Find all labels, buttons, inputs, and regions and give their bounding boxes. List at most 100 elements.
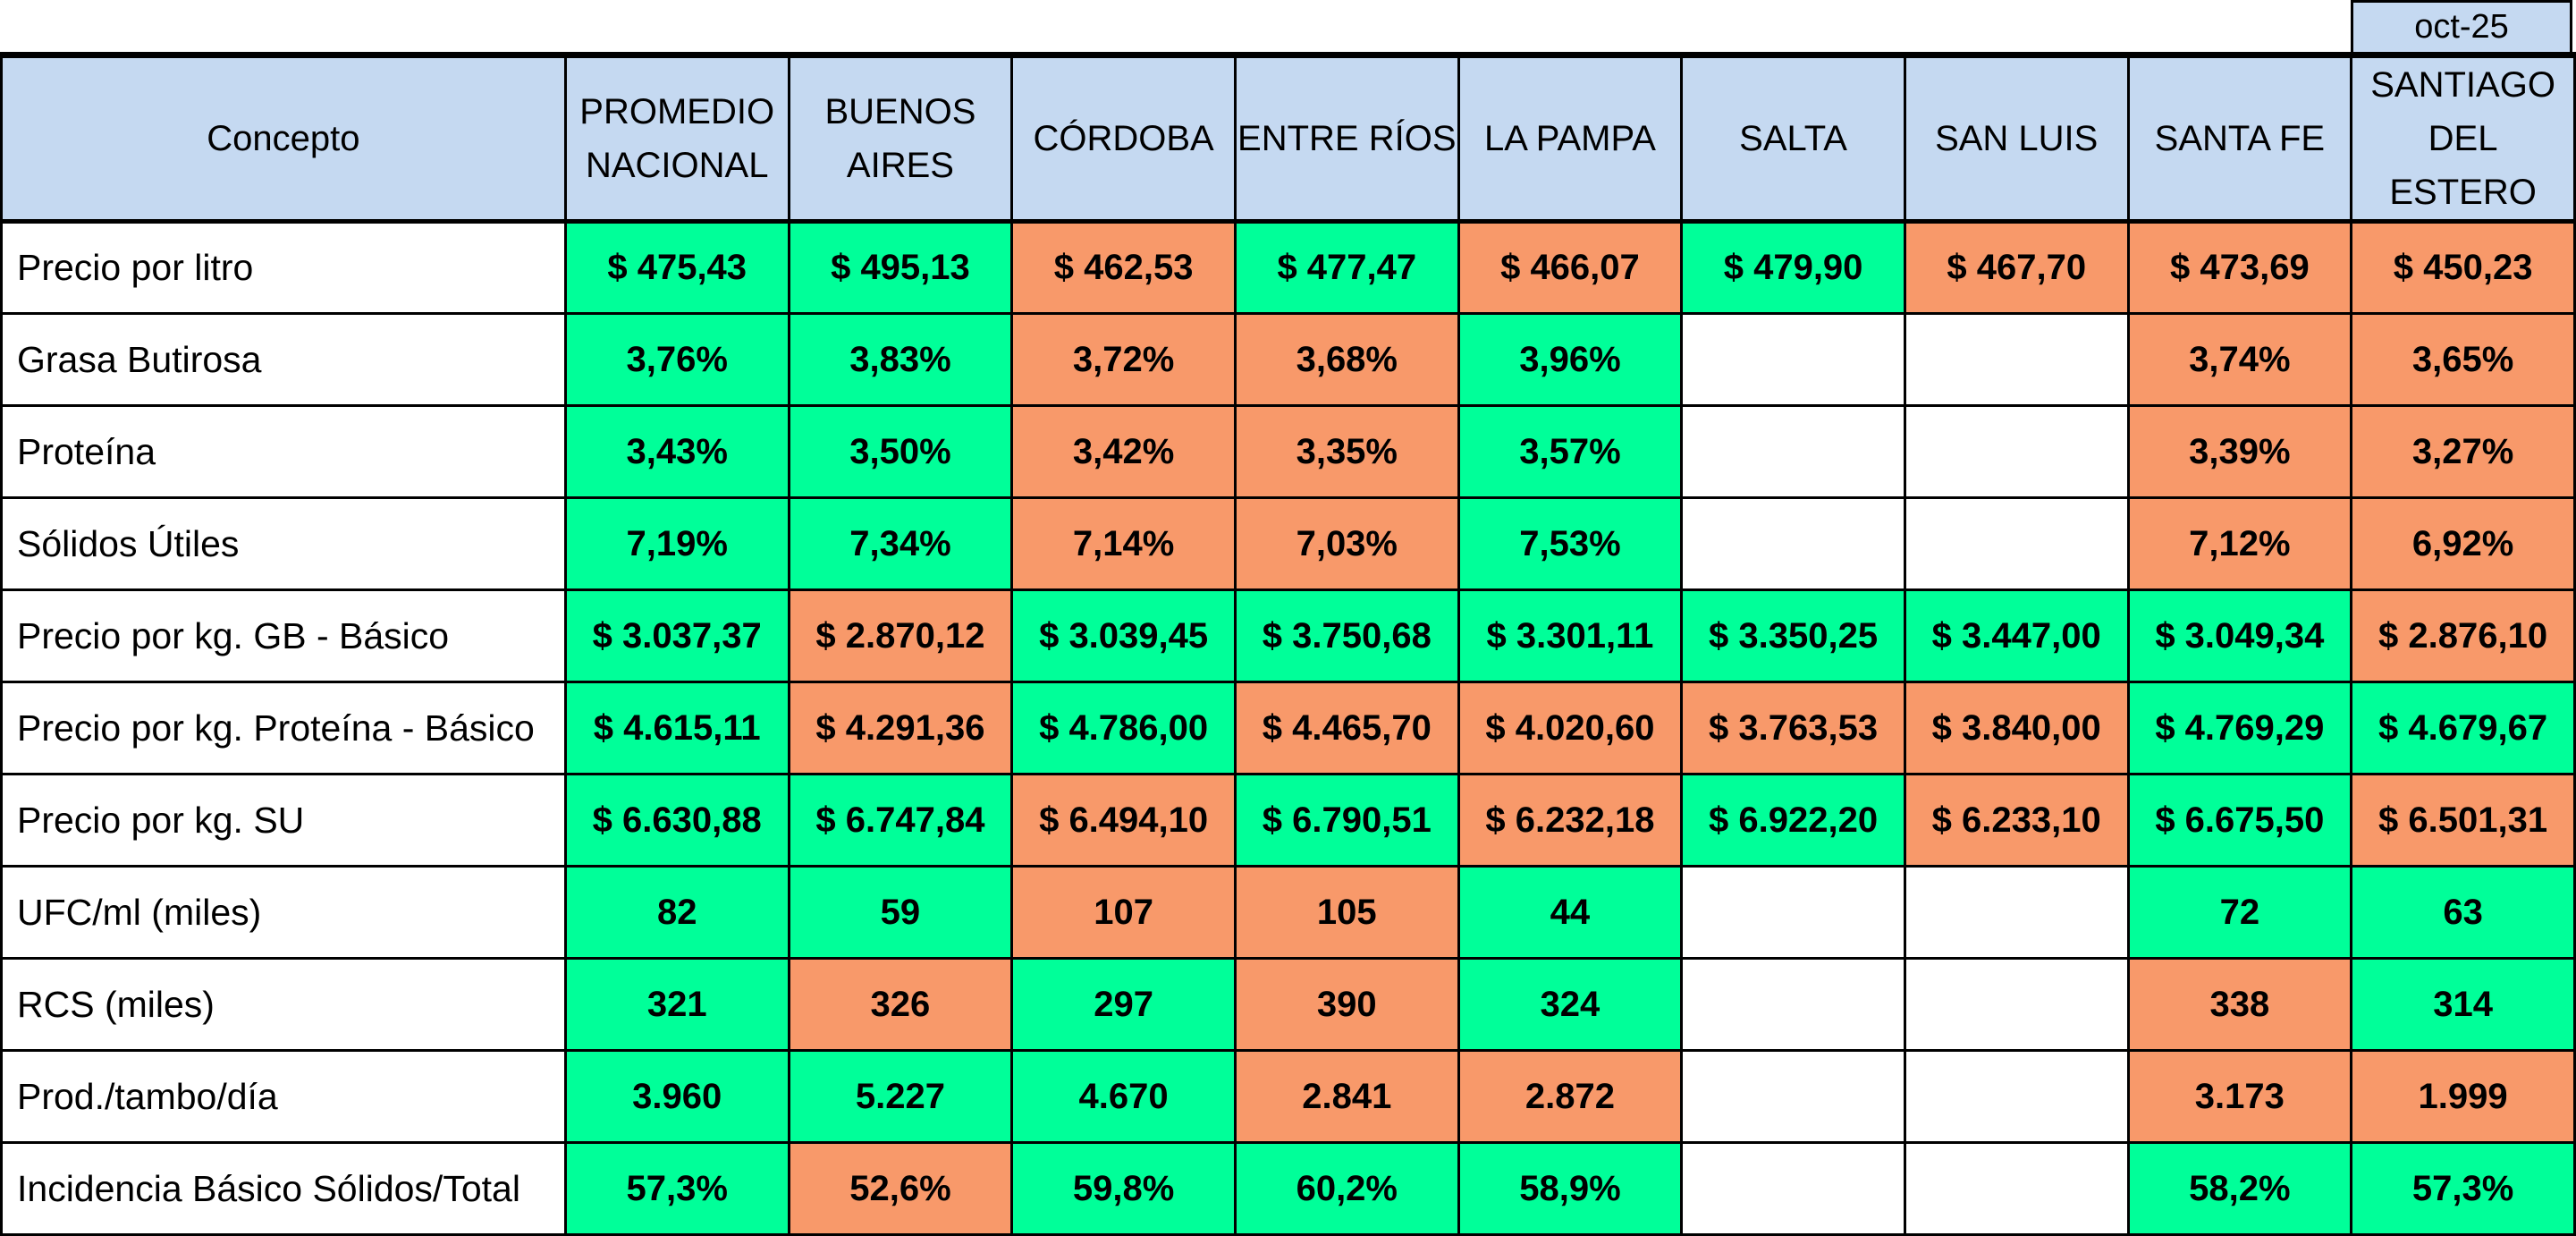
row-concept-label: RCS (miles) bbox=[0, 957, 567, 1052]
value-cell-buenos-aires: 326 bbox=[787, 957, 1014, 1052]
value-cell-entre-rios: 105 bbox=[1233, 865, 1460, 960]
value-cell-entre-rios: 2.841 bbox=[1233, 1049, 1460, 1144]
value-cell-buenos-aires: 59 bbox=[787, 865, 1014, 960]
table-row: Incidencia Básico Sólidos/Total 57,3% 52,6… bbox=[0, 1141, 2576, 1236]
value-cell-santiago: 6,92% bbox=[2350, 496, 2576, 591]
table-row: UFC/ml (miles) 82 59 107 105 44 72 63 bbox=[0, 865, 2576, 960]
column-header-line: AIRES bbox=[846, 146, 954, 185]
table-row: Precio por kg. GB - Básico $ 3.037,37 $ 2.… bbox=[0, 588, 2576, 683]
value-cell-la-pampa: 58,9% bbox=[1457, 1141, 1684, 1236]
value-cell-santiago: $ 4.679,67 bbox=[2350, 681, 2576, 775]
value-cell-cordoba: 297 bbox=[1010, 957, 1237, 1052]
value-cell-san-luis: $ 3.447,00 bbox=[1903, 588, 2130, 683]
value-cell-nacional: 3,76% bbox=[563, 312, 790, 407]
value-cell-santa-fe: 338 bbox=[2126, 957, 2353, 1052]
value-cell-nacional: $ 6.630,88 bbox=[563, 773, 790, 868]
value-cell-cordoba: 7,14% bbox=[1010, 496, 1237, 591]
table-header: Concepto PROMEDIO NACIONAL BUENOS AIRES CÓRDO… bbox=[0, 54, 2576, 224]
value-cell-cordoba: $ 6.494,10 bbox=[1010, 773, 1237, 868]
header-row: Concepto PROMEDIO NACIONAL BUENOS AIRES CÓRDO… bbox=[0, 54, 2576, 224]
value-cell-la-pampa: 3,96% bbox=[1457, 312, 1684, 407]
value-cell-cordoba: $ 462,53 bbox=[1010, 220, 1237, 315]
column-header-line: SAN LUIS bbox=[1935, 119, 2099, 158]
column-header-cordoba: CÓRDOBA bbox=[1010, 54, 1237, 224]
value-cell-san-luis: $ 6.233,10 bbox=[1903, 773, 2130, 868]
value-cell-san-luis bbox=[1903, 1141, 2130, 1236]
value-cell-cordoba: $ 4.786,00 bbox=[1010, 681, 1237, 775]
table-row: RCS (miles) 321 326 297 390 324 338 314 bbox=[0, 957, 2576, 1052]
table-row: Grasa Butirosa 3,76% 3,83% 3,72% 3,68% 3,96% 3… bbox=[0, 312, 2576, 407]
column-header-line: BUENOS bbox=[824, 92, 976, 131]
value-cell-cordoba: 4.670 bbox=[1010, 1049, 1237, 1144]
column-header-santiago: SANTIAGO DEL ESTERO bbox=[2350, 54, 2576, 224]
column-header-line: NACIONAL bbox=[585, 146, 769, 185]
row-concept-label: Precio por litro bbox=[0, 220, 567, 315]
row-concept-label: Incidencia Básico Sólidos/Total bbox=[0, 1141, 567, 1236]
value-cell-cordoba: $ 3.039,45 bbox=[1010, 588, 1237, 683]
value-cell-nacional: $ 3.037,37 bbox=[563, 588, 790, 683]
row-concept-label: Grasa Butirosa bbox=[0, 312, 567, 407]
value-cell-santiago: $ 2.876,10 bbox=[2350, 588, 2576, 683]
value-cell-la-pampa: $ 4.020,60 bbox=[1457, 681, 1684, 775]
value-cell-salta: $ 479,90 bbox=[1680, 220, 1906, 315]
value-cell-salta: $ 3.763,53 bbox=[1680, 681, 1906, 775]
value-cell-cordoba: 59,8% bbox=[1010, 1141, 1237, 1236]
value-cell-buenos-aires: 52,6% bbox=[787, 1141, 1014, 1236]
value-cell-buenos-aires: $ 495,13 bbox=[787, 220, 1014, 315]
value-cell-salta bbox=[1680, 957, 1906, 1052]
value-cell-entre-rios: 60,2% bbox=[1233, 1141, 1460, 1236]
value-cell-salta: $ 6.922,20 bbox=[1680, 773, 1906, 868]
value-cell-san-luis bbox=[1903, 496, 2130, 591]
value-cell-san-luis bbox=[1903, 404, 2130, 499]
value-cell-entre-rios: $ 6.790,51 bbox=[1233, 773, 1460, 868]
row-concept-label: Prod./tambo/día bbox=[0, 1049, 567, 1144]
value-cell-santiago: 3,65% bbox=[2350, 312, 2576, 407]
column-header-buenos-aires: BUENOS AIRES bbox=[787, 54, 1014, 224]
value-cell-cordoba: 3,72% bbox=[1010, 312, 1237, 407]
value-cell-la-pampa: 3,57% bbox=[1457, 404, 1684, 499]
column-header-salta: SALTA bbox=[1680, 54, 1906, 224]
value-cell-la-pampa: 44 bbox=[1457, 865, 1684, 960]
column-header-line: CÓRDOBA bbox=[1033, 119, 1214, 158]
value-cell-la-pampa: 7,53% bbox=[1457, 496, 1684, 591]
value-cell-buenos-aires: 3,50% bbox=[787, 404, 1014, 499]
value-cell-san-luis: $ 3.840,00 bbox=[1903, 681, 2130, 775]
value-cell-santa-fe: $ 4.769,29 bbox=[2126, 681, 2353, 775]
value-cell-salta bbox=[1680, 1049, 1906, 1144]
value-cell-entre-rios: $ 3.750,68 bbox=[1233, 588, 1460, 683]
column-header-line: SANTIAGO bbox=[2370, 65, 2555, 105]
value-cell-la-pampa: $ 6.232,18 bbox=[1457, 773, 1684, 868]
column-header-san-luis: SAN LUIS bbox=[1903, 54, 2130, 224]
table-row: Prod./tambo/día 3.960 5.227 4.670 2.841 2.872… bbox=[0, 1049, 2576, 1144]
column-header-santa-fe: SANTA FE bbox=[2126, 54, 2353, 224]
table-row: Precio por litro $ 475,43 $ 495,13 $ 462,53… bbox=[0, 220, 2576, 315]
value-cell-nacional: 321 bbox=[563, 957, 790, 1052]
value-cell-entre-rios: $ 4.465,70 bbox=[1233, 681, 1460, 775]
column-header-line: ENTRE RÍOS bbox=[1237, 119, 1457, 158]
value-cell-santa-fe: 72 bbox=[2126, 865, 2353, 960]
value-cell-santa-fe: 3,74% bbox=[2126, 312, 2353, 407]
value-cell-salta bbox=[1680, 312, 1906, 407]
value-cell-santiago: 1.999 bbox=[2350, 1049, 2576, 1144]
row-concept-label: Precio por kg. Proteína - Básico bbox=[0, 681, 567, 775]
value-cell-santa-fe: $ 6.675,50 bbox=[2126, 773, 2353, 868]
value-cell-entre-rios: 7,03% bbox=[1233, 496, 1460, 591]
value-cell-santa-fe: $ 473,69 bbox=[2126, 220, 2353, 315]
value-cell-salta bbox=[1680, 496, 1906, 591]
value-cell-nacional: 7,19% bbox=[563, 496, 790, 591]
value-cell-santa-fe: 58,2% bbox=[2126, 1141, 2353, 1236]
value-cell-la-pampa: $ 3.301,11 bbox=[1457, 588, 1684, 683]
value-cell-salta bbox=[1680, 1141, 1906, 1236]
value-cell-entre-rios: 3,68% bbox=[1233, 312, 1460, 407]
value-cell-salta bbox=[1680, 404, 1906, 499]
value-cell-salta: $ 3.350,25 bbox=[1680, 588, 1906, 683]
value-cell-san-luis bbox=[1903, 1049, 2130, 1144]
value-cell-santa-fe: 3.173 bbox=[2126, 1049, 2353, 1144]
value-cell-san-luis bbox=[1903, 957, 2130, 1052]
table-row: Proteína 3,43% 3,50% 3,42% 3,35% 3,57% 3,39% 3,… bbox=[0, 404, 2576, 499]
table-row: Precio por kg. SU $ 6.630,88 $ 6.747,84 $ 6… bbox=[0, 773, 2576, 868]
value-cell-santa-fe: $ 3.049,34 bbox=[2126, 588, 2353, 683]
value-cell-san-luis bbox=[1903, 312, 2130, 407]
column-header-concepto: Concepto bbox=[0, 54, 567, 224]
